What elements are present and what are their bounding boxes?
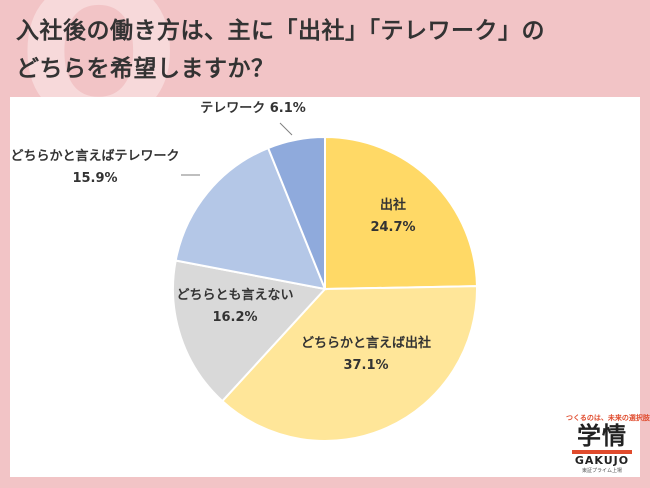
title-line-1: 入社後の働き方は、主に「出社」「テレワーク」の [16, 18, 545, 44]
pie-slice-1 [324, 135, 478, 291]
pie-slice-5 [266, 135, 326, 290]
pie-slice-3 [172, 259, 327, 403]
slice-label-5: テレワーク 6.1% [200, 101, 306, 116]
logo-tagline: つくるのは、未来の選択肢 [566, 414, 650, 422]
chart-panel: 出社 24.7% どちらかと言えば出社 37.1% どちらとも言えない 16.2% どちらか… [10, 97, 640, 477]
pie-chart: 出社 24.7% どちらかと言えば出社 37.1%どちらとも言えない 16.2% どちらか… [10, 101, 478, 442]
slice-label-1: 出社 24.7% [370, 197, 415, 235]
leader-line-5 [279, 122, 293, 136]
logo-bar [572, 450, 632, 454]
slice-label-4: どちらかと言えばテレワーク 15.9% [10, 148, 179, 186]
slice-label-2: どちらかと言えば出社 37.1% [301, 335, 431, 373]
logo-kanji: 学情 [577, 422, 627, 450]
title-line-2: どちらを希望しますか？ [16, 56, 275, 82]
gakujo-logo: つくるのは、未来の選択肢 学情 GAKUJO 東証プライム上場 [566, 413, 650, 474]
pie-slice-4 [174, 146, 327, 291]
logo-subtitle: 東証プライム上場 [582, 468, 622, 474]
pie-slice-2 [220, 285, 478, 442]
logo-name: GAKUJO [574, 454, 630, 467]
page-title: 入社後の働き方は、主に「出社」「テレワーク」の どちらを希望しますか？ [16, 12, 636, 88]
slice-label-3: どちらとも言えない 16.2% [176, 287, 293, 325]
